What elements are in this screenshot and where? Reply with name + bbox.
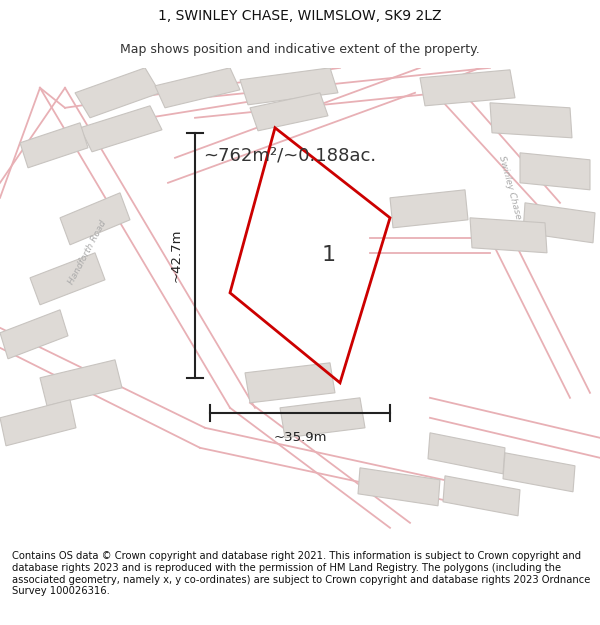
Text: Map shows position and indicative extent of the property.: Map shows position and indicative extent… xyxy=(120,42,480,56)
Polygon shape xyxy=(420,70,515,106)
Polygon shape xyxy=(40,360,122,406)
Polygon shape xyxy=(358,468,440,506)
Polygon shape xyxy=(240,68,338,105)
Polygon shape xyxy=(60,192,130,245)
Polygon shape xyxy=(0,400,76,446)
Text: ~35.9m: ~35.9m xyxy=(273,431,327,444)
Polygon shape xyxy=(390,190,468,228)
Polygon shape xyxy=(490,102,572,138)
Polygon shape xyxy=(155,68,240,108)
Text: 1, SWINLEY CHASE, WILMSLOW, SK9 2LZ: 1, SWINLEY CHASE, WILMSLOW, SK9 2LZ xyxy=(158,9,442,23)
Text: Handforth Road: Handforth Road xyxy=(67,219,109,286)
Polygon shape xyxy=(503,452,575,492)
Polygon shape xyxy=(20,122,88,168)
Polygon shape xyxy=(523,202,595,242)
Polygon shape xyxy=(470,217,547,252)
Polygon shape xyxy=(520,152,590,190)
Polygon shape xyxy=(0,310,68,359)
Polygon shape xyxy=(250,92,328,131)
Polygon shape xyxy=(428,432,505,474)
Polygon shape xyxy=(280,398,365,437)
Polygon shape xyxy=(75,68,160,118)
Polygon shape xyxy=(30,253,105,305)
Polygon shape xyxy=(245,362,335,403)
Text: ~762m²/~0.188ac.: ~762m²/~0.188ac. xyxy=(203,147,377,165)
Polygon shape xyxy=(80,106,162,152)
Text: 1: 1 xyxy=(322,245,336,265)
Polygon shape xyxy=(443,476,520,516)
Text: ~42.7m: ~42.7m xyxy=(170,229,183,282)
Text: Contains OS data © Crown copyright and database right 2021. This information is : Contains OS data © Crown copyright and d… xyxy=(12,551,590,596)
Text: Swinley Chase: Swinley Chase xyxy=(497,155,523,221)
